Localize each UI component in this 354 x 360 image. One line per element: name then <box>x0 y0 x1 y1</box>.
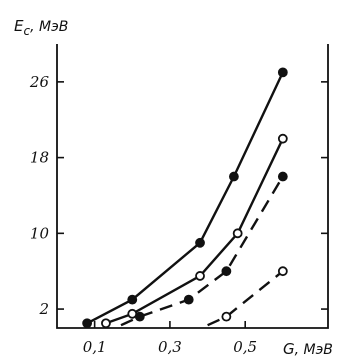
series-2-point-3 <box>221 266 232 277</box>
tick-marks <box>57 81 328 328</box>
y-tick-label-1: 10 <box>30 224 50 242</box>
series-3-point-2 <box>277 266 288 277</box>
series-1-point-4 <box>277 133 288 144</box>
series-3-point-1 <box>221 311 232 322</box>
y-axis-symbol: E <box>14 17 24 35</box>
series-0-point-0 <box>82 318 93 329</box>
x-tick-label-0: 0,1 <box>83 338 107 356</box>
series-layer <box>86 71 284 327</box>
series-0-point-2 <box>195 237 205 248</box>
x-axis-label: G, МэВ <box>283 340 333 358</box>
series-line-3 <box>207 270 284 327</box>
y-axis-label: Ec, МэВ <box>14 17 68 38</box>
y-axis-subscript: c <box>23 24 30 38</box>
series-2-point-4 <box>277 171 288 182</box>
y-tick-label-0: 2 <box>38 300 49 318</box>
x-tick-label-2: 0,5 <box>233 338 257 356</box>
series-0-point-3 <box>229 171 239 182</box>
plot-frame <box>56 44 329 329</box>
y-axis-unit: , МэВ <box>30 19 68 35</box>
y-tick-label-2: 18 <box>30 149 49 167</box>
series-2-point-1 <box>134 311 145 322</box>
series-1-point-3 <box>232 228 243 239</box>
series-line-2 <box>120 175 284 327</box>
series-1-point-2 <box>195 271 205 281</box>
tick-labels: 2 10 18 26 0,1 0,3 0,5 <box>29 73 257 356</box>
series-0-point-4 <box>277 67 288 78</box>
series-0-point-1 <box>127 294 138 305</box>
series-2-point-2 <box>183 294 194 305</box>
y-tick-label-3: 26 <box>29 73 50 91</box>
x-tick-label-1: 0,3 <box>158 338 182 356</box>
x-axis-symbol: G <box>283 340 295 358</box>
marker-layer <box>82 67 288 329</box>
x-axis-unit: , МэВ <box>295 342 333 358</box>
series-1-point-0 <box>101 318 111 329</box>
